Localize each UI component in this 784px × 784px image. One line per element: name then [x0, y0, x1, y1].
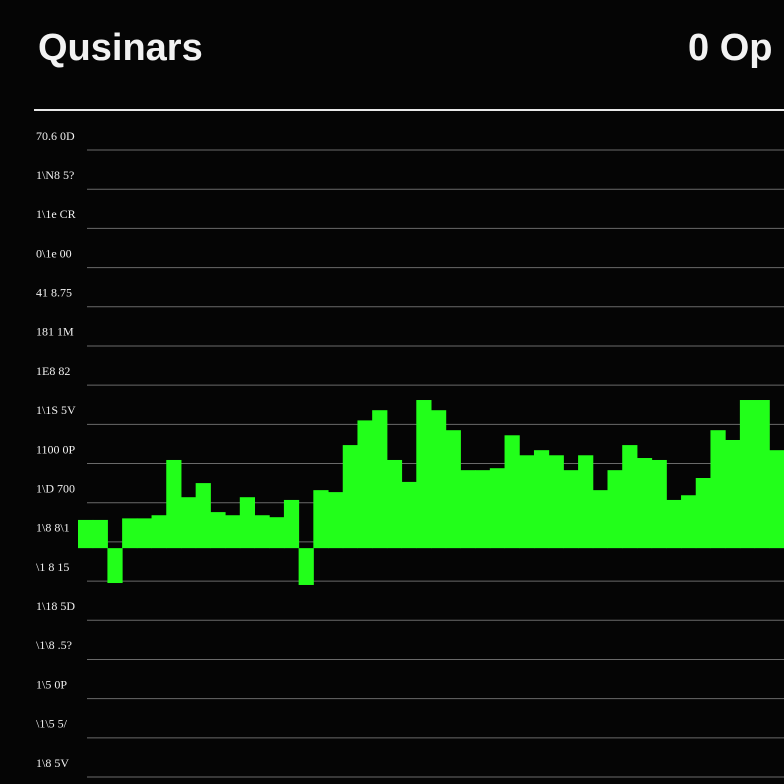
bar [563, 470, 579, 549]
bar [92, 519, 108, 549]
y-tick-label: 1\1e CR [36, 207, 76, 221]
y-tick-label: 1\D 700 [36, 481, 75, 495]
bar [269, 517, 285, 549]
bar [739, 400, 756, 549]
bar [489, 468, 506, 549]
y-tick-label: \1\5 5/ [36, 717, 68, 731]
bar [651, 459, 667, 549]
bar [386, 459, 403, 549]
y-tick-label: 1\N8 5? [36, 168, 74, 182]
bar [592, 490, 608, 549]
chart-subtitle: 0 Op [688, 27, 772, 69]
y-tick-label: \1 8 15 [36, 560, 69, 574]
y-tick-label: 41 8.75 [36, 286, 72, 300]
bar [431, 410, 447, 549]
bar [475, 470, 491, 549]
bar [548, 455, 564, 549]
bar [460, 470, 476, 549]
bar [254, 515, 270, 549]
y-tick-label: 1\18 5D [36, 599, 75, 613]
bar [122, 518, 138, 549]
y-tick-label: 1100 0P [36, 442, 76, 456]
y-tick-label: 1\5 0P [36, 677, 67, 691]
bar [504, 435, 520, 549]
bar [533, 450, 550, 549]
bar [313, 490, 329, 549]
y-tick-label: 1\8 8\1 [36, 521, 70, 535]
bar [357, 420, 373, 549]
bar [769, 450, 784, 549]
bar [342, 445, 358, 549]
bar [578, 455, 594, 549]
bar [666, 499, 682, 549]
bar [622, 445, 638, 549]
bar [283, 499, 300, 549]
bar [225, 515, 241, 549]
bar [681, 495, 697, 549]
y-tick-label: 70.6 0D [36, 129, 75, 143]
bar [166, 459, 182, 549]
y-tick-label: 181 1M [36, 325, 74, 339]
y-tick-label: \1\8 .5? [36, 638, 72, 652]
bar [78, 519, 94, 549]
bar [328, 492, 344, 549]
bar [607, 470, 623, 549]
bar [401, 481, 417, 549]
chart-title: Qusinars [38, 27, 203, 69]
y-tick-label: 0\1e 00 [36, 246, 72, 260]
y-tick-label: 1\1S 5V [36, 403, 76, 417]
bar [298, 548, 314, 585]
bar [180, 497, 197, 549]
bar [195, 483, 211, 549]
bar [151, 515, 167, 549]
bar [416, 400, 432, 549]
bar [754, 400, 770, 549]
bar [210, 512, 226, 549]
bar [372, 410, 388, 549]
y-tick-label: 1E8 82 [36, 364, 70, 378]
bar [445, 430, 461, 549]
bar [519, 455, 535, 549]
bar [239, 497, 255, 549]
y-tick-label: 1\8 5V [36, 756, 69, 770]
bar [136, 518, 153, 549]
bar [725, 439, 741, 549]
bar [695, 477, 711, 549]
bar [636, 458, 653, 549]
bar [107, 548, 123, 584]
bar [710, 430, 726, 549]
